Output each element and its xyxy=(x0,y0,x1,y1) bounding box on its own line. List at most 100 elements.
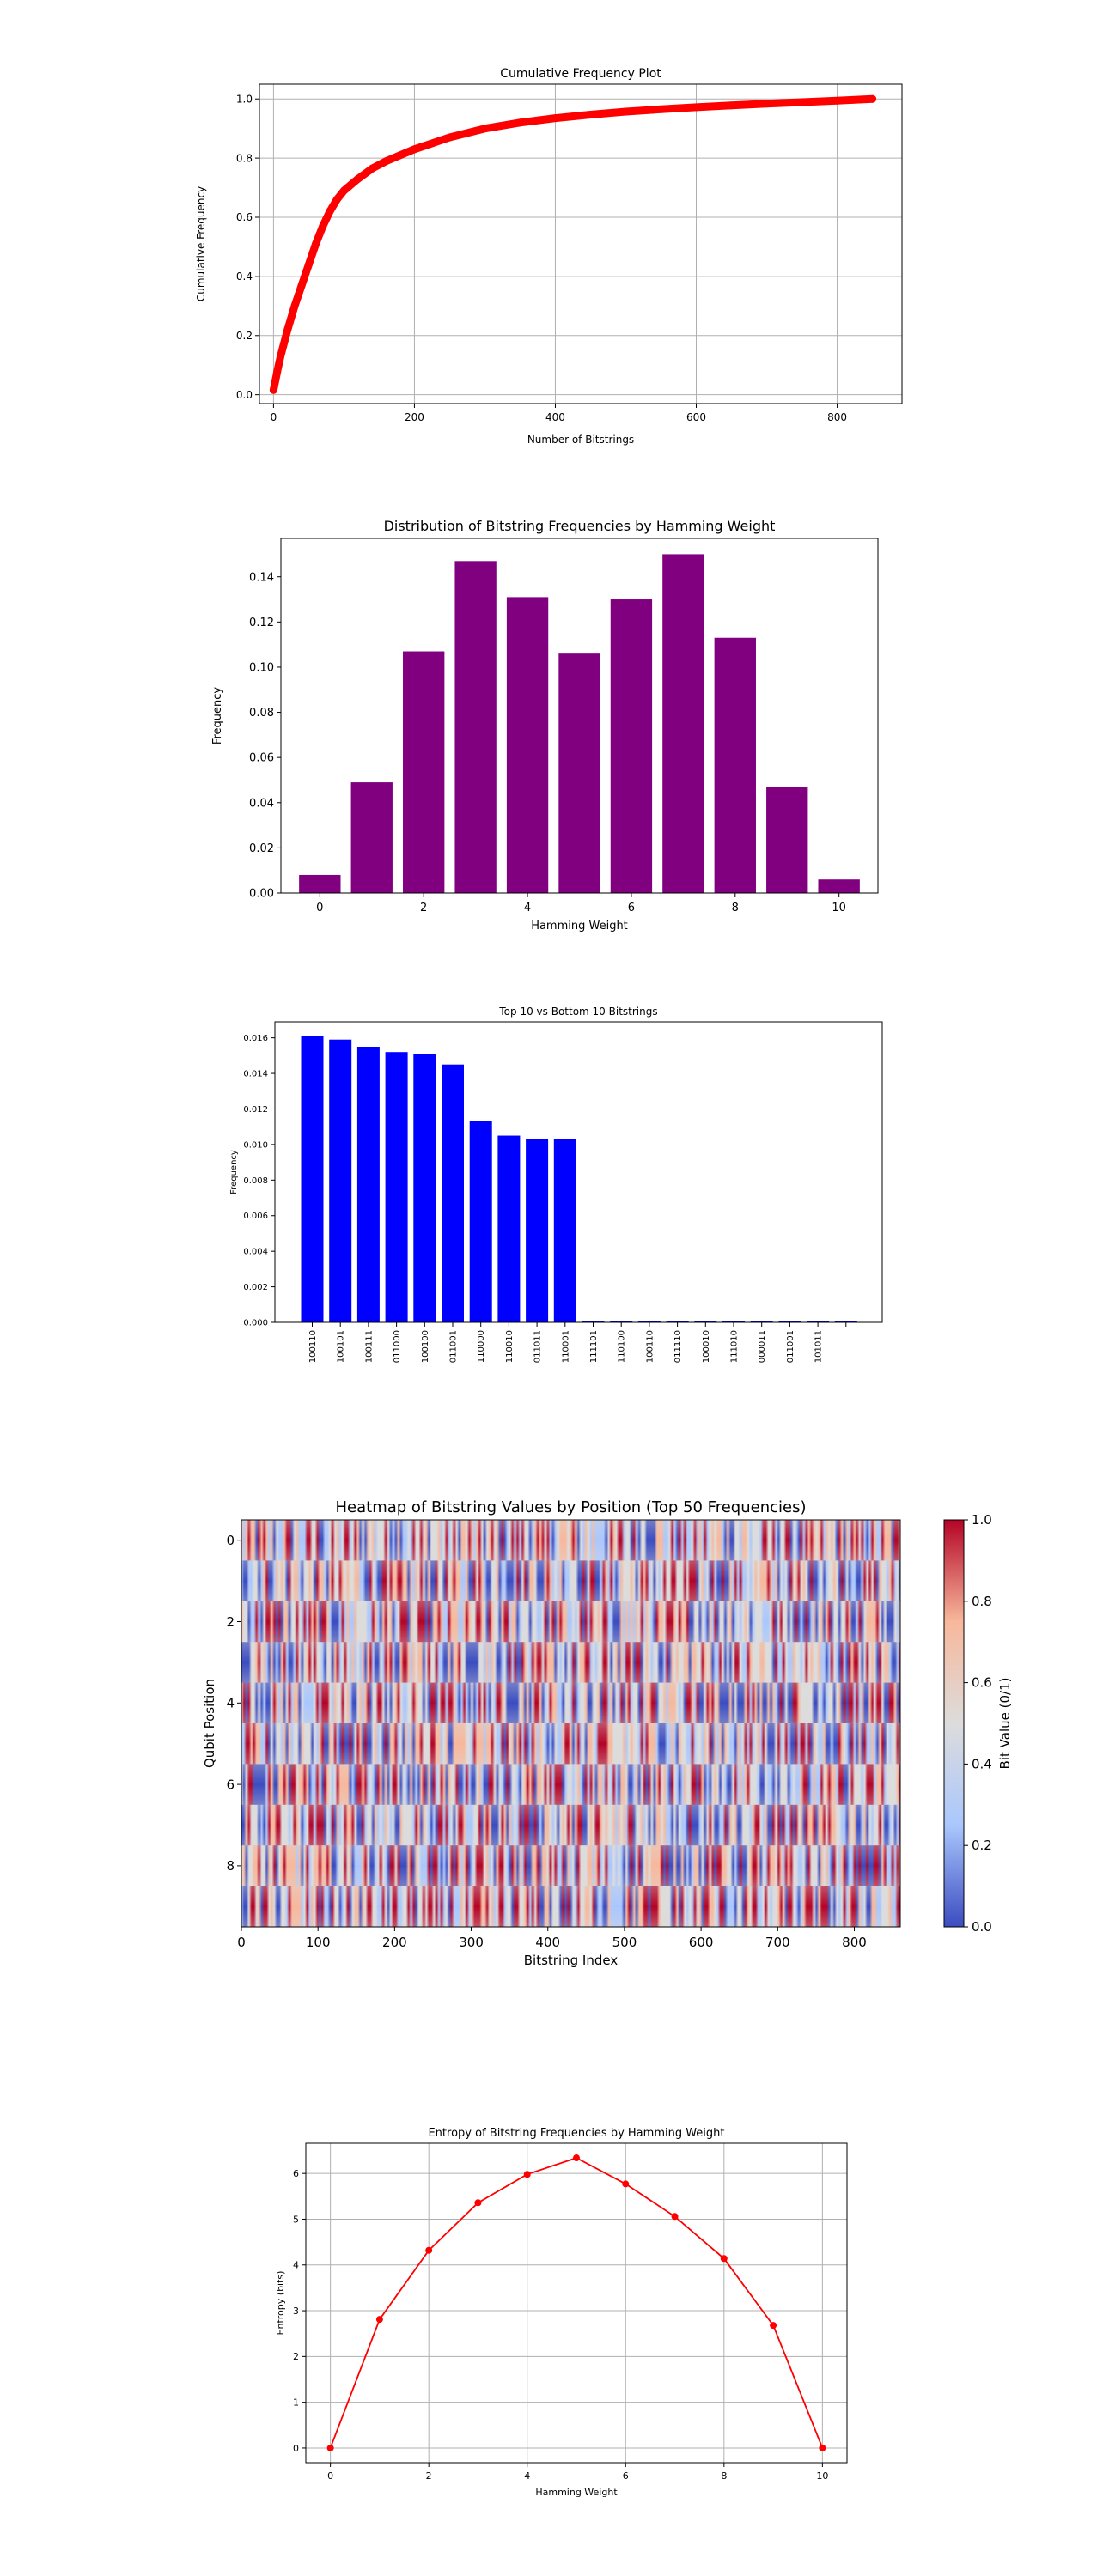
y-axis-label: Frequency xyxy=(211,687,224,744)
data-point xyxy=(326,207,334,216)
bar xyxy=(356,1046,380,1322)
bar xyxy=(506,597,549,893)
y-tick-label: 0.04 xyxy=(249,797,274,810)
y-tick-label: 3 xyxy=(293,2306,299,2317)
data-point xyxy=(819,2444,826,2451)
data-point xyxy=(339,186,348,195)
data-point xyxy=(396,151,405,160)
y-tick-label: 0.2 xyxy=(236,330,253,342)
data-point xyxy=(868,94,877,103)
x-tick-label: 110001 xyxy=(561,1330,570,1363)
x-tick-label: 100100 xyxy=(421,1330,430,1363)
chart-title: Cumulative Frequency Plot xyxy=(500,67,661,81)
bar xyxy=(413,1054,436,1322)
y-axis-label: Cumulative Frequency xyxy=(195,186,207,301)
x-tick-label: 111101 xyxy=(589,1330,599,1363)
y-tick-label: 0.4 xyxy=(236,270,253,283)
data-point xyxy=(375,2316,383,2324)
cumulative-frequency-chart: 0 200 400 600 800 0.0 0.2 0.4 0.6 0.8 1.0 Cumulativ… xyxy=(195,67,903,446)
plot-frame xyxy=(241,1519,901,1928)
y-tick-label: 0.014 xyxy=(243,1070,268,1079)
y-tick-label: 4 xyxy=(293,2260,299,2271)
chart-title: Heatmap of Bitstring Values by Position … xyxy=(336,1498,807,1516)
colorbar-tick-label: 0.4 xyxy=(972,1756,992,1771)
data-point xyxy=(515,118,524,127)
y-tick-label: 1 xyxy=(293,2397,299,2409)
data-point xyxy=(297,281,306,289)
y-tick-label: 6 xyxy=(293,2168,299,2179)
data-point xyxy=(445,133,454,142)
x-tick-label: 600 xyxy=(686,411,706,423)
heatmap-blend xyxy=(241,1520,900,1927)
x-tick-label: 0 xyxy=(271,411,277,423)
bitstring-heatmap-chart: 0 100 200 300 400 500 600 700 800 0 2 4 6 8 Heatmap of… xyxy=(202,1498,1013,1968)
x-axis-label: Number of Bitstrings xyxy=(527,434,634,446)
y-axis-label: Qubit Position xyxy=(202,1679,217,1768)
x-tick-label: 110010 xyxy=(505,1330,515,1363)
x-tick-label: 600 xyxy=(689,1935,714,1950)
data-point xyxy=(770,2322,777,2330)
bar xyxy=(454,561,497,893)
data-point xyxy=(273,368,282,377)
y-tick-label: 0.10 xyxy=(249,661,274,674)
x-tick-label: 10 xyxy=(816,2470,828,2482)
x-tick-label: 000011 xyxy=(758,1330,767,1363)
x-tick-label: 011001 xyxy=(786,1330,795,1363)
x-axis-label: Hamming Weight xyxy=(531,920,628,933)
colorbar-tick-label: 1.0 xyxy=(972,1512,992,1528)
data-point xyxy=(551,114,559,123)
x-tick-label: 4 xyxy=(524,902,531,914)
x-tick-label: 100010 xyxy=(702,1330,711,1363)
x-tick-label: 110100 xyxy=(618,1330,627,1363)
colorbar-tick-label: 0.6 xyxy=(972,1675,992,1691)
bar xyxy=(526,1139,549,1322)
y-tick-label: 0.010 xyxy=(243,1140,268,1150)
plot-frame xyxy=(280,538,879,894)
x-tick-label: 400 xyxy=(545,411,565,423)
y-tick-label: 0.016 xyxy=(243,1034,268,1043)
data-point xyxy=(326,2444,334,2451)
data-point xyxy=(410,145,418,154)
bar xyxy=(329,1039,352,1322)
x-tick-label: 6 xyxy=(628,902,635,914)
y-tick-label: 8 xyxy=(226,1858,235,1874)
y-tick-label: 0.02 xyxy=(249,842,274,855)
y-tick-label: 0.006 xyxy=(243,1212,268,1221)
data-point xyxy=(283,325,292,334)
y-tick-label: 0 xyxy=(293,2443,299,2454)
data-point xyxy=(304,260,313,269)
y-tick-label: 0.0 xyxy=(236,389,253,401)
y-tick-label: 0.000 xyxy=(243,1319,268,1328)
data-point xyxy=(833,96,842,105)
y-tick-label: 0.8 xyxy=(236,152,253,164)
y-tick-label: 2 xyxy=(226,1614,235,1630)
x-tick-label: 0 xyxy=(237,1935,246,1950)
y-tick-label: 0.06 xyxy=(249,752,274,765)
x-tick-label: 100 xyxy=(306,1935,331,1950)
bar xyxy=(301,1036,324,1322)
chart-title: Entropy of Bitstring Frequencies by Hamm… xyxy=(428,2127,724,2140)
top-bottom-bitstrings-chart: 100110 100101 100111 011000 100100 011001 1100… xyxy=(229,1005,883,1363)
bar xyxy=(610,599,653,893)
y-tick-label: 0.12 xyxy=(249,617,274,629)
x-tick-label: 100101 xyxy=(337,1330,346,1363)
colorbar xyxy=(943,1519,965,1928)
x-tick-label: 2 xyxy=(426,2470,432,2482)
x-tick-label: 100110 xyxy=(645,1330,655,1363)
y-tick-label: 2 xyxy=(293,2351,299,2362)
x-tick-label: 700 xyxy=(765,1935,790,1950)
x-tick-label: 300 xyxy=(459,1935,484,1950)
bar xyxy=(403,651,445,893)
plot-frame xyxy=(274,1021,883,1323)
bar xyxy=(350,782,393,893)
data-point xyxy=(290,301,299,310)
chart-title: Top 10 vs Bottom 10 Bitstrings xyxy=(498,1005,657,1018)
y-tick-label: 0.6 xyxy=(236,211,253,223)
y-tick-label: 6 xyxy=(226,1777,235,1792)
y-tick-label: 0 xyxy=(226,1533,235,1548)
x-tick-label: 6 xyxy=(623,2470,629,2482)
bar xyxy=(766,787,808,893)
x-tick-label: 8 xyxy=(732,902,739,914)
y-tick-label: 0.002 xyxy=(243,1283,268,1292)
data-point xyxy=(332,195,341,204)
